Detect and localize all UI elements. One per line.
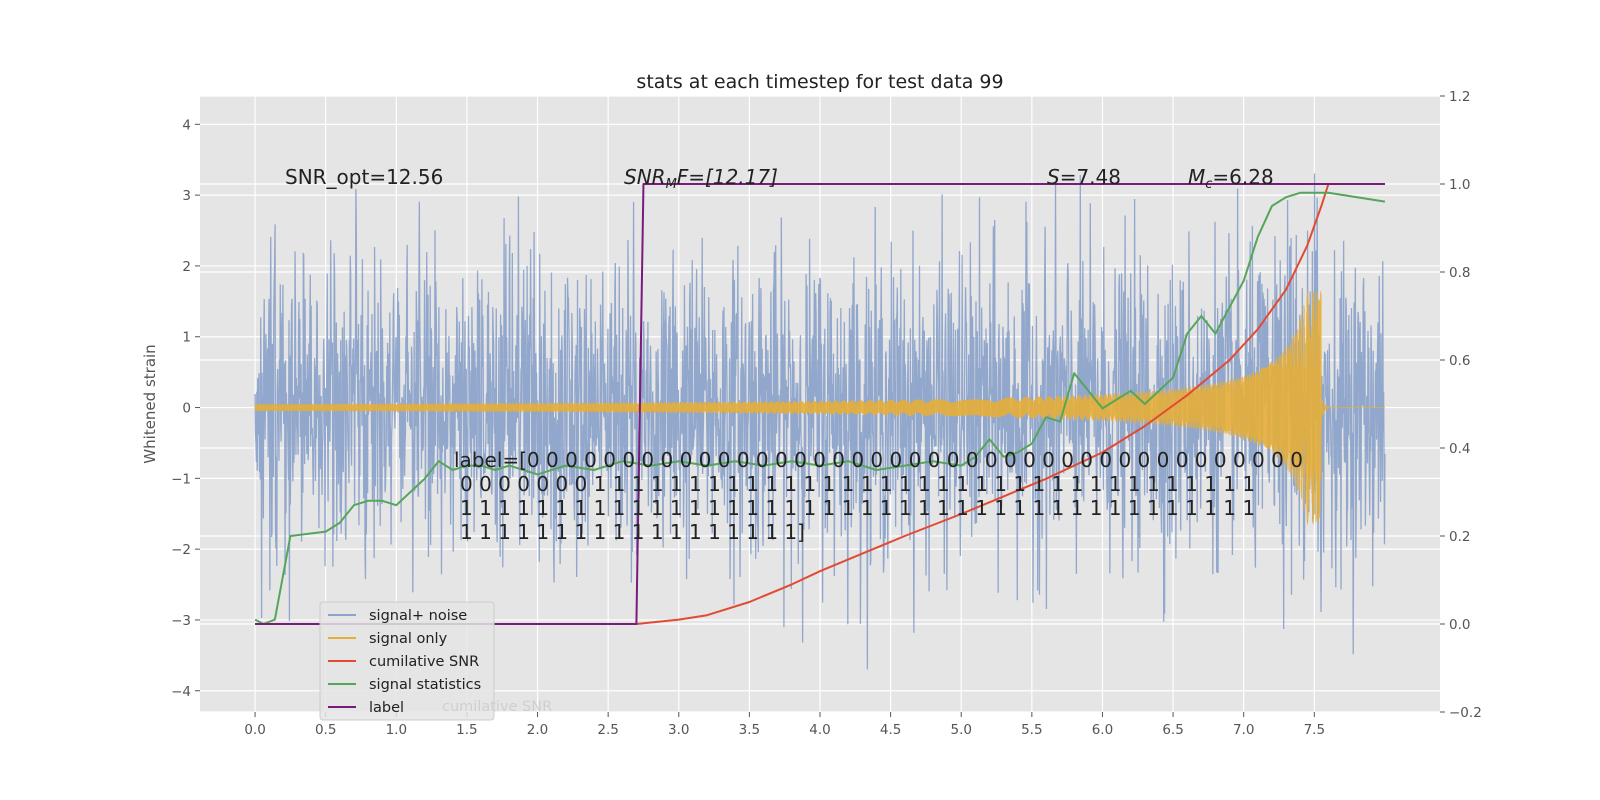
- x-tick-label-3: 1.5: [456, 722, 477, 738]
- legend-label-signal-statistics: signal statistics: [369, 677, 481, 693]
- x-tick-label-11: 5.5: [1021, 722, 1042, 738]
- y2-tick-label-7: 1.2: [1449, 89, 1470, 105]
- x-tick-label-8: 4.0: [809, 722, 830, 738]
- x-tick-label-4: 2.0: [527, 722, 548, 738]
- y-tick-label-7: 3: [182, 188, 191, 204]
- mc-annotation: Mc=6.28: [1188, 165, 1274, 192]
- x-tick-label-15: 7.5: [1304, 722, 1325, 738]
- label-annotation: label=[0 0 0 0 0 0 0 0 0 0 0 0 0 0 0 0 0…: [454, 448, 1303, 544]
- y-tick-label-6: 2: [182, 259, 191, 275]
- label-line-3: 1 1 1 1 1 1 1 1 1 1 1 1 1 1 1 1 1 1 1 1 …: [460, 496, 1255, 520]
- y2-tick-label-5: 0.8: [1449, 265, 1470, 281]
- y-tick-label-8: 4: [182, 117, 191, 133]
- chart-title: stats at each timestep for test data 99: [636, 71, 1003, 93]
- y-tick-label-4: 0: [182, 401, 191, 417]
- axis-ticks: 0.0 0.5 1.0 1.5 2.0 2.5 3.0 3.5 4.0 4.5 5.0 5.5 6.0 6…: [171, 89, 1482, 738]
- x-tick-label-12: 6.0: [1092, 722, 1113, 738]
- y2-tick-label-6: 1.0: [1449, 177, 1470, 193]
- legend-box: [319, 601, 495, 721]
- label-line-4: 1 1 1 1 1 1 1 1 1 1 1 1 1 1 1 1 1 1]: [460, 520, 805, 544]
- y-tick-label-1: −3: [171, 613, 191, 629]
- label-line-1: label=[0 0 0 0 0 0 0 0 0 0 0 0 0 0 0 0 0…: [454, 448, 1303, 472]
- x-tick-label-5: 2.5: [597, 722, 618, 738]
- y2-tick-label-4: 0.6: [1449, 353, 1470, 369]
- y-tick-label-2: −2: [171, 542, 191, 558]
- x-tick-label-13: 6.5: [1162, 722, 1183, 738]
- x-tick-label-9: 4.5: [880, 722, 901, 738]
- legend: cumilative SNR signal+ noise signal only…: [319, 601, 552, 721]
- y-tick-label-0: −4: [171, 684, 191, 700]
- x-tick-label-0: 0.0: [244, 722, 265, 738]
- y-tick-label-5: 1: [182, 330, 191, 346]
- y2-tick-label-0: −0.2: [1449, 705, 1482, 721]
- y2-tick-label-2: 0.2: [1449, 529, 1470, 545]
- legend-label-label: label: [369, 700, 404, 716]
- snr-opt-annotation: SNR_opt=12.56: [285, 165, 443, 189]
- x-tick-label-7: 3.5: [739, 722, 760, 738]
- label-line-2: 0 0 0 0 0 0 0 1 1 1 1 1 1 1 1 1 1 1 1 1 …: [460, 472, 1255, 496]
- y2-tick-label-1: 0.0: [1449, 617, 1470, 633]
- y2-tick-label-3: 0.4: [1449, 441, 1470, 457]
- legend-label-signal-noise: signal+ noise: [369, 608, 467, 624]
- legend-ghost-text: cumilative SNR: [442, 699, 552, 715]
- x-tick-label-1: 0.5: [315, 722, 336, 738]
- series-signal-statistics: [254, 191, 1386, 625]
- series-signal-only: [254, 291, 1385, 525]
- y-tick-label-3: −1: [171, 471, 191, 487]
- snr-mf-annotation: SNRMF=[12.17]: [624, 165, 778, 192]
- x-tick-label-14: 7.0: [1233, 722, 1254, 738]
- x-tick-label-10: 5.0: [950, 722, 971, 738]
- y-axis-label: Whitened strain: [141, 344, 159, 463]
- x-tick-label-2: 1.0: [386, 722, 407, 738]
- s-annotation: S=7.48: [1047, 165, 1121, 189]
- x-tick-label-6: 3.0: [668, 722, 689, 738]
- legend-label-cumilative-snr: cumilative SNR: [369, 654, 479, 670]
- legend-label-signal-only: signal only: [369, 631, 448, 647]
- series-cumilative-snr: [255, 183, 1385, 625]
